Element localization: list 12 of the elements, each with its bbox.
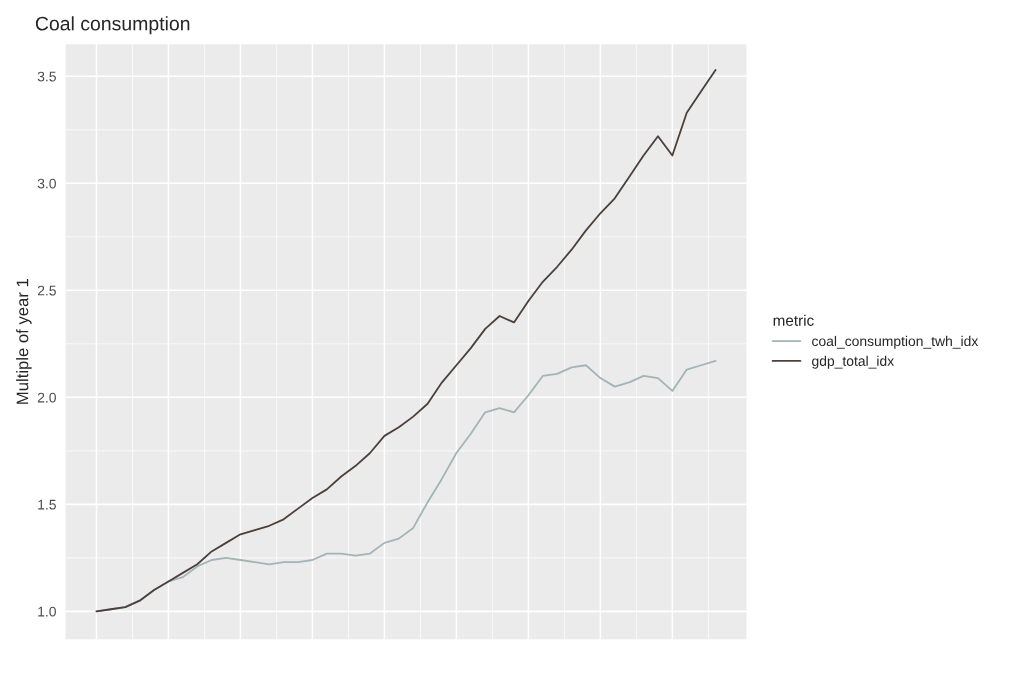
- y-tick-label: 2.0: [37, 392, 56, 403]
- legend-label: gdp_total_idx: [812, 355, 894, 369]
- y-tick-label: 3.0: [37, 178, 56, 189]
- chart-title: Coal consumption: [35, 16, 190, 35]
- legend-label: coal_consumption_twh_idx: [812, 335, 979, 349]
- line-series: [95, 68, 717, 613]
- legend-title: metric: [773, 314, 814, 326]
- y-tick-label: 1.5: [38, 499, 56, 510]
- y-tick-label: 1.0: [38, 606, 56, 617]
- y-tick-label: 3.5: [37, 71, 56, 82]
- y-axis-title: Multiple of year 1: [16, 279, 32, 404]
- y-tick-label: 2.5: [37, 285, 56, 296]
